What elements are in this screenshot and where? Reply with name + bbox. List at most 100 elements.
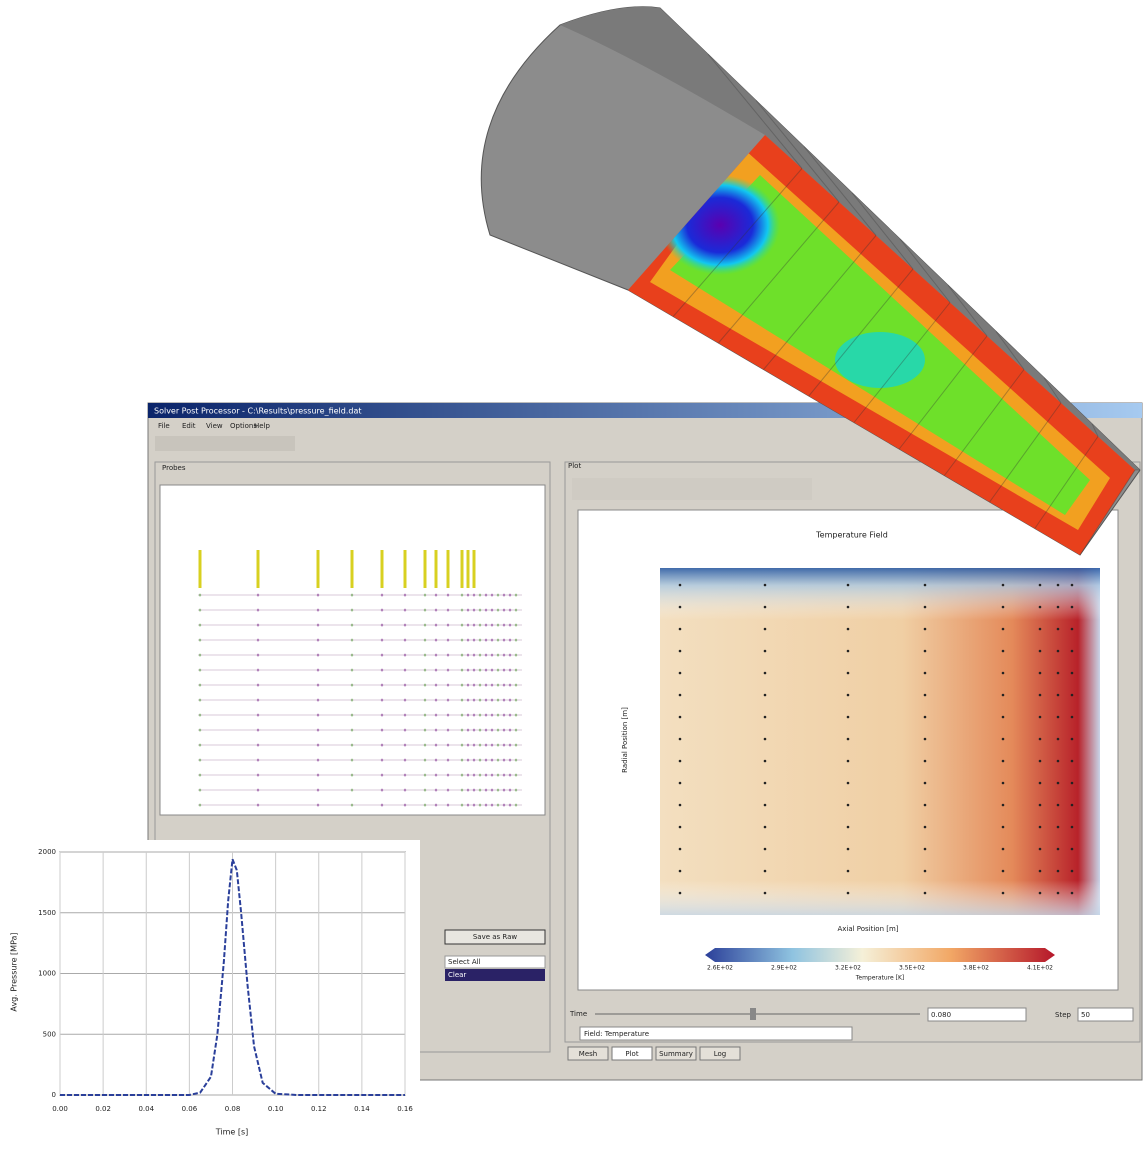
mesh-point <box>846 825 850 829</box>
mesh-point <box>923 627 927 631</box>
mesh-point <box>678 737 682 741</box>
slider-thumb[interactable] <box>750 1008 756 1020</box>
menu-item[interactable]: File <box>158 422 170 430</box>
mesh-point <box>1056 671 1060 675</box>
tabs: Mesh Plot Summary Log <box>567 1046 741 1061</box>
tab-label[interactable]: Log <box>714 1050 727 1058</box>
x-axis-label: Time [s] <box>215 1128 249 1137</box>
x-tick-label: 0.08 <box>225 1105 241 1113</box>
pulse-plot: 0 500 1000 1500 2000 0.00 0.02 0.04 0.06 0.08 0.10… <box>38 848 413 1113</box>
menu-item[interactable]: View <box>206 422 223 430</box>
mesh-point <box>1070 781 1074 785</box>
mesh-line <box>672 168 803 317</box>
mesh-point <box>1056 869 1060 873</box>
mesh-point <box>923 847 927 851</box>
mesh-point <box>1056 781 1060 785</box>
tab[interactable] <box>655 1046 697 1061</box>
pulse-line <box>60 858 405 1096</box>
mesh-point <box>1070 693 1074 697</box>
mesh-point <box>1038 605 1042 609</box>
text-field[interactable] <box>927 1007 1027 1022</box>
mesh-point <box>763 649 767 653</box>
x-axis-label: Axial Position [m] <box>837 925 898 933</box>
mesh-point <box>846 627 850 631</box>
mesh-point <box>1001 737 1005 741</box>
mesh-point <box>678 803 682 807</box>
mesh-point <box>763 693 767 697</box>
colorbar-tick-label: 3.8E+02 <box>963 965 989 972</box>
mesh-point <box>1070 671 1074 675</box>
pulse-chart <box>0 840 420 1146</box>
menu-item[interactable]: Help <box>254 422 271 430</box>
mesh-line <box>989 402 1062 503</box>
mesh-point <box>846 649 850 653</box>
step-label: Step <box>1055 1011 1071 1019</box>
probe-bar <box>423 550 427 588</box>
mesh-point <box>1038 627 1042 631</box>
x-tick-label: 0.16 <box>397 1105 413 1113</box>
mesh-point <box>1001 847 1005 851</box>
mesh-point <box>763 891 767 895</box>
mesh-point <box>1001 781 1005 785</box>
tab-label[interactable]: Mesh <box>579 1050 597 1058</box>
mesh-point <box>678 605 682 609</box>
button[interactable] <box>444 929 546 945</box>
text-field[interactable] <box>1077 1007 1134 1022</box>
mesh-point <box>1001 825 1005 829</box>
mesh-point <box>1056 737 1060 741</box>
mesh-point <box>1070 737 1074 741</box>
y-axis-label: Radial Position [m] <box>621 707 629 773</box>
mesh-point <box>763 583 767 587</box>
mesh-point <box>1038 781 1042 785</box>
mesh-point <box>1056 891 1060 895</box>
mesh-point <box>678 891 682 895</box>
mesh-point <box>923 803 927 807</box>
time-value: 0.080 <box>931 1011 951 1019</box>
mesh-point <box>678 869 682 873</box>
mesh-point <box>846 693 850 697</box>
combobox[interactable] <box>579 1026 853 1041</box>
slider-label: Time <box>569 1010 587 1018</box>
mesh-point <box>923 825 927 829</box>
menu-item[interactable]: Edit <box>182 422 196 430</box>
tab[interactable] <box>699 1046 741 1061</box>
mesh-point <box>1070 869 1074 873</box>
mesh-point <box>846 803 850 807</box>
tab[interactable] <box>611 1046 653 1061</box>
mesh-point <box>678 847 682 851</box>
mesh-line <box>707 53 803 169</box>
mesh-point <box>923 671 927 675</box>
mesh-point <box>1038 671 1042 675</box>
menu-item[interactable]: Options <box>230 422 257 430</box>
mesh-point <box>1001 605 1005 609</box>
mesh-point <box>923 891 927 895</box>
y-tick-label: 1000 <box>38 970 56 978</box>
mesh-point <box>923 649 927 653</box>
probe-bar <box>316 550 320 588</box>
mesh-point <box>1038 649 1042 653</box>
toolbar <box>155 436 295 451</box>
mesh-line <box>944 369 1025 476</box>
mesh-line <box>1091 423 1099 437</box>
mesh-line <box>851 192 914 270</box>
mesh-point <box>1001 715 1005 719</box>
list-item[interactable] <box>444 955 546 969</box>
list-item-selected[interactable] <box>445 969 545 981</box>
tab-label[interactable]: Summary <box>659 1050 693 1058</box>
probe-grid <box>198 550 522 807</box>
colorbar-ticks: 2.6E+02 2.9E+02 3.2E+02 3.5E+02 3.8E+02 4.1E+… <box>707 965 1053 972</box>
mesh-line <box>1043 377 1062 404</box>
mesh-point <box>846 583 850 587</box>
tab[interactable] <box>567 1046 609 1061</box>
mesh-point <box>1056 803 1060 807</box>
tab-label[interactable]: Plot <box>625 1050 638 1058</box>
mesh-point <box>1070 847 1074 851</box>
mesh-line <box>853 302 951 423</box>
mesh-point <box>678 627 682 631</box>
y-axis-label: Avg. Pressure [MPa] <box>10 932 19 1011</box>
probe-bar <box>380 550 384 588</box>
mesh-line <box>718 201 840 344</box>
mesh-point <box>1056 649 1060 653</box>
